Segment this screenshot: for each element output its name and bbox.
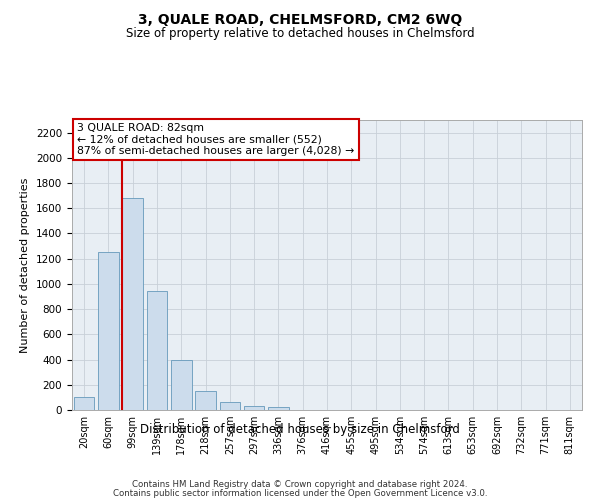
Text: Size of property relative to detached houses in Chelmsford: Size of property relative to detached ho…: [125, 28, 475, 40]
Bar: [98, 252, 119, 410]
Text: Distribution of detached houses by size in Chelmsford: Distribution of detached houses by size …: [140, 422, 460, 436]
Bar: [268, 408, 289, 410]
Bar: [74, 398, 94, 410]
Text: 3, QUALE ROAD, CHELMSFORD, CM2 6WQ: 3, QUALE ROAD, CHELMSFORD, CM2 6WQ: [138, 12, 462, 26]
Bar: [195, 391, 216, 410]
Bar: [146, 292, 167, 410]
Text: Contains HM Land Registry data © Crown copyright and database right 2024.: Contains HM Land Registry data © Crown c…: [132, 480, 468, 489]
Bar: [171, 360, 191, 410]
Bar: [220, 402, 240, 410]
Text: Contains public sector information licensed under the Open Government Licence v3: Contains public sector information licen…: [113, 489, 487, 498]
Y-axis label: Number of detached properties: Number of detached properties: [20, 178, 31, 352]
Text: 3 QUALE ROAD: 82sqm
← 12% of detached houses are smaller (552)
87% of semi-detac: 3 QUALE ROAD: 82sqm ← 12% of detached ho…: [77, 123, 355, 156]
Bar: [122, 198, 143, 410]
Bar: [244, 406, 265, 410]
